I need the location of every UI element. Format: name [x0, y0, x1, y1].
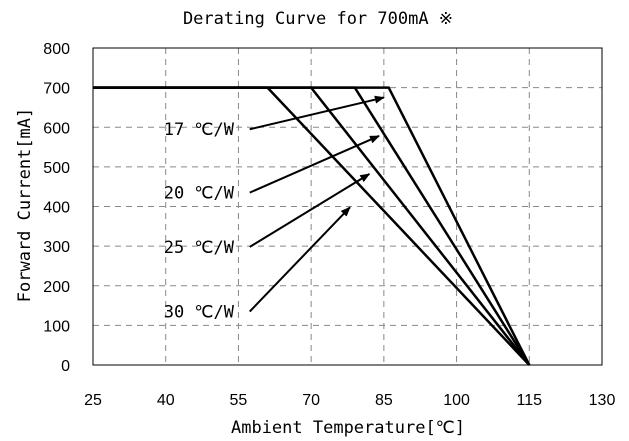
x-tick-label-3: 70: [302, 392, 320, 409]
x-tick-label-1: 40: [157, 392, 175, 409]
y-tick-label-1: 100: [43, 318, 70, 335]
series-line-3: [93, 86, 531, 366]
y-axis-label: Forward Current[mA]: [15, 108, 35, 302]
y-tick-label-7: 700: [43, 81, 70, 98]
chart-title: Derating Curve for 700mA ※: [183, 9, 453, 29]
x-tick-label-6: 115: [517, 392, 543, 409]
annotation-arrow-0: [249, 95, 385, 131]
x-tick-label-5: 100: [443, 392, 470, 409]
annotation-arrow-1: [249, 135, 380, 194]
y-tick-label-3: 300: [43, 239, 70, 256]
annotation-label-1: 20 ℃/W: [164, 184, 235, 204]
y-tick-label-4: 400: [43, 200, 70, 217]
annotation-label-3: 30 ℃/W: [164, 303, 235, 323]
plot-frame: [92, 47, 603, 366]
annotation-arrow-2: [249, 173, 371, 248]
x-axis-label: Ambient Temperature[℃]: [231, 418, 465, 438]
y-tick-label-8: 800: [43, 41, 70, 58]
annotation-label-0: 17 ℃/W: [164, 120, 235, 140]
y-tick-label-6: 600: [43, 120, 70, 137]
y-tick-label-0: 0: [61, 358, 70, 375]
x-tick-label-0: 25: [84, 392, 102, 409]
annotation-label-2: 25 ℃/W: [164, 238, 235, 258]
y-tick-label-2: 200: [43, 279, 70, 296]
annotation-arrow-3: [248, 206, 351, 313]
x-tick-label-7: 130: [589, 392, 616, 409]
x-tick-label-2: 55: [230, 392, 248, 409]
x-tick-label-4: 85: [375, 392, 393, 409]
y-tick-label-5: 500: [43, 160, 70, 177]
plot-area: 25 40 55 70 85 100 115 130 0 100 200 300 400 500 600 70…: [43, 41, 615, 409]
